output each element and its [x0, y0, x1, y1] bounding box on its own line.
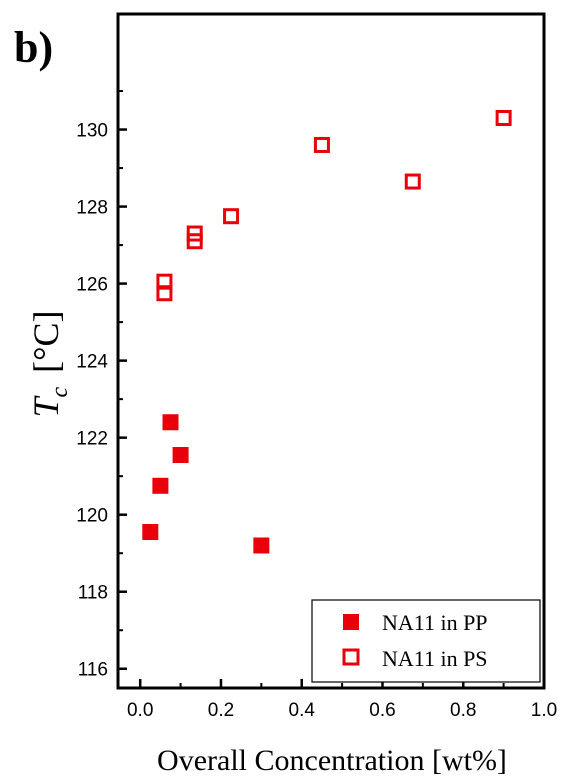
x-tick-label: 0.0: [127, 700, 153, 721]
data-point-ps: [495, 109, 512, 126]
svg-text:Tc[°C]: Tc [°C]: [26, 310, 73, 417]
data-point-pp: [142, 524, 159, 541]
data-point-pp: [253, 537, 270, 554]
y-axis-label: Tc [°C]: [26, 310, 73, 417]
data-point-ps: [404, 173, 421, 190]
legend-box: [311, 599, 541, 683]
data-markers: [142, 109, 512, 554]
y-axis-label-unit: [°C]: [26, 310, 66, 372]
x-tick-label: 0.2: [208, 700, 234, 721]
data-point-ps: [223, 208, 240, 225]
y-tick-label: 124: [76, 352, 108, 373]
x-tick-label: 0.6: [369, 700, 395, 721]
data-point-pp: [172, 446, 189, 463]
y-axis-label-subscript: c: [47, 387, 73, 398]
legend-label-pp: NA11 in PP: [382, 610, 488, 635]
y-tick-label: 122: [76, 429, 108, 450]
legend-label-ps: NA11 in PS: [382, 646, 488, 671]
legend: NA11 in PP NA11 in PS: [311, 599, 541, 683]
x-axis-ticks: 0.0 0.2 0.4 0.6 0.8 1.0: [127, 679, 557, 721]
plot-frame: [116, 12, 546, 690]
data-point-pp: [152, 477, 169, 494]
data-point-pp: [162, 414, 179, 431]
data-point-ps: [313, 136, 330, 153]
x-tick-label: 1.0: [531, 700, 557, 721]
y-tick-label: 126: [76, 275, 108, 296]
y-tick-label: 118: [78, 583, 108, 604]
y-axis-label-symbol: T: [26, 395, 66, 418]
data-point-ps: [186, 233, 203, 250]
y-tick-label: 116: [78, 660, 108, 681]
y-axis-ticks: 116 118 120 122 124 126 128 130: [76, 13, 127, 681]
legend-marker-ps: [342, 648, 360, 666]
legend-marker-pp: [343, 614, 359, 630]
data-point-ps: [156, 285, 173, 302]
x-tick-label: 0.4: [289, 700, 316, 721]
y-tick-label: 130: [76, 121, 108, 142]
panel-label: b): [14, 23, 53, 72]
x-tick-label: 0.8: [450, 700, 476, 721]
x-axis-label: Overall Concentration [wt%]: [157, 744, 507, 777]
y-tick-label: 120: [76, 506, 108, 527]
y-tick-label: 128: [76, 198, 108, 219]
